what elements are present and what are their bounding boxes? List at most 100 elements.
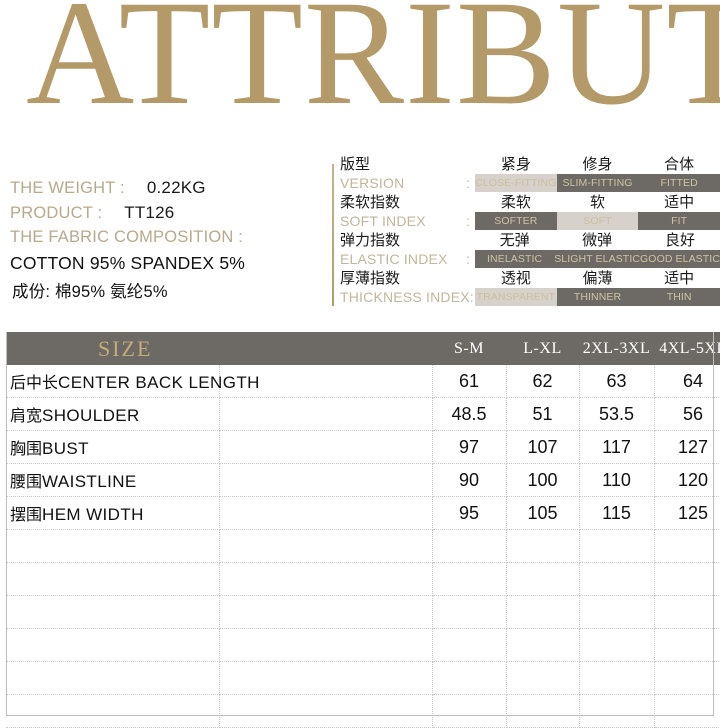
attribute-option-en: THIN [638, 288, 720, 306]
attribute-option-cn: 软 [590, 194, 606, 211]
measurement-label-en: CENTER BACK LENGTH [58, 373, 260, 392]
label-spacer-cell [219, 496, 433, 530]
table-row-empty [6, 562, 720, 596]
empty-cell [219, 694, 433, 728]
attribute-row: 弹力指数 ELASTIC INDEX: 无弹 INELASTIC 微弹 SLIGHT EL… [340, 232, 720, 270]
measurement-label-cn: 胸围 [10, 441, 43, 458]
attribute-name-en: VERSION [340, 175, 405, 191]
attribute-option-cn: 透视 [500, 270, 531, 287]
measurement-value-cell: 115 [579, 496, 655, 530]
attribute-name-group: 厚薄指数 THICKNESS INDEX: [340, 270, 480, 306]
measurement-label-cell: 摆围HEM WIDTH [6, 496, 220, 530]
composition-en: COTTON 95% SPANDEX 5% [10, 253, 246, 273]
attribute-options: 柔软 SOFTER 软 SOFT 适中 FIT [475, 194, 720, 230]
table-row: 腰围WAISTLINE 90 100 110 120 [6, 463, 720, 497]
empty-cell [432, 595, 507, 629]
attribute-option[interactable]: 软 SOFT [556, 194, 639, 230]
composition-label: THE FABRIC COMPOSITION : [10, 228, 244, 246]
empty-cell [506, 694, 580, 728]
empty-cell [579, 694, 655, 728]
attribute-option-en: THINNER [556, 288, 639, 306]
table-row: 摆围HEM WIDTH 95 105 115 125 [6, 496, 720, 530]
attribute-option[interactable]: 微弹 SLIGHT ELASTIC [554, 232, 641, 268]
size-chart-table: SIZE S-M L-XL 2XL-3XL 4XL-5XL 后中长CENTER … [6, 332, 720, 728]
attribute-option-en: TRANSPARENT [475, 288, 557, 306]
empty-cell [579, 529, 655, 563]
empty-cell [219, 661, 433, 695]
product-row: PRODUCT : TT126 [10, 203, 325, 228]
attribute-option-en: SLIGHT ELASTIC [554, 250, 641, 268]
attribute-name-cn: 柔软指数 [340, 194, 401, 211]
measurement-label-en: BUST [42, 439, 89, 458]
attribute-option[interactable]: 适中 THIN [638, 270, 720, 306]
attribute-row: 柔软指数 SOFT INDEX: 柔软 SOFTER 软 SOFT 适中 FIT [340, 194, 720, 232]
page-title: ATTRIBUT [26, 0, 720, 136]
measurement-label-cn: 肩宽 [10, 408, 43, 425]
attribute-option-cn: 修身 [582, 156, 613, 173]
measurement-label-cell: 后中长CENTER BACK LENGTH [6, 365, 259, 398]
attribute-option[interactable]: 无弹 INELASTIC [475, 232, 555, 268]
measurement-value-cell: 127 [654, 430, 720, 464]
composition-row: THE FABRIC COMPOSITION : [10, 228, 325, 253]
empty-cell [654, 661, 720, 695]
measurement-value-cell: 125 [654, 496, 720, 530]
measurement-label-en: HEM WIDTH [42, 505, 144, 524]
attribute-option[interactable]: 偏薄 THINNER [556, 270, 639, 306]
attribute-option[interactable]: 修身 SLIM-FITTING [556, 156, 639, 192]
attribute-options: 透视 TRANSPARENT 偏薄 THINNER 适中 THIN [475, 270, 720, 306]
measurement-value-cell: 110 [579, 463, 655, 497]
attribute-option-en: SOFTER [475, 212, 557, 230]
attribute-option[interactable]: 透视 TRANSPARENT [475, 270, 557, 306]
label-spacer-cell [219, 365, 433, 398]
empty-cell [432, 661, 507, 695]
attribute-name-en: ELASTIC INDEX [340, 251, 448, 267]
table-row-empty [6, 595, 720, 629]
measurement-value-cell: 56 [654, 397, 720, 431]
empty-cell [579, 595, 655, 629]
attribute-option-cn: 无弹 [499, 232, 530, 249]
measurement-label-cell: 肩宽SHOULDER [6, 397, 220, 431]
empty-cell [654, 562, 720, 596]
attribute-option[interactable]: 适中 FIT [638, 194, 720, 230]
empty-cell [6, 661, 220, 695]
attribute-options: 紧身 CLOSE-FITTING 修身 SLIM-FITTING 合体 FITTED [475, 156, 720, 192]
attribute-option[interactable]: 柔软 SOFTER [475, 194, 557, 230]
attribute-option[interactable]: 合体 FITTED [638, 156, 720, 192]
measurement-value-cell: 63 [579, 365, 655, 398]
attribute-option[interactable]: 良好 GOOD ELASTIC [640, 232, 720, 268]
attribute-options: 无弹 INELASTIC 微弹 SLIGHT ELASTIC 良好 GOOD ELASTI… [475, 232, 720, 268]
weight-row: THE WEIGHT : 0.22KG [10, 178, 325, 203]
measurement-value-cell: 62 [506, 365, 580, 398]
empty-cell [6, 562, 220, 596]
attribute-option-cn: 紧身 [500, 156, 531, 173]
composition-cn: 成份: 棉95% 氨纶5% [12, 283, 168, 301]
weight-value: 0.22KG [146, 178, 206, 197]
label-spacer-cell [219, 397, 433, 431]
size-column-header-0: S-M [432, 332, 506, 365]
measurement-value-cell: 48.5 [432, 397, 507, 431]
table-row-empty [6, 529, 720, 563]
attribute-option-en: FIT [638, 212, 720, 230]
measurement-label-cn: 后中长 [10, 375, 59, 392]
size-column-header-1: L-XL [506, 332, 579, 365]
size-table-body: 后中长CENTER BACK LENGTH 61 62 63 64 肩宽SHOULDER 4… [6, 365, 720, 728]
attribute-option-en: SOFT [556, 212, 639, 230]
attribute-option-cn: 合体 [664, 156, 695, 173]
measurement-value-cell: 97 [432, 430, 507, 464]
empty-cell [654, 529, 720, 563]
attribute-row: 厚薄指数 THICKNESS INDEX: 透视 TRANSPARENT 偏薄 THINN… [340, 270, 720, 308]
measurement-value-cell: 90 [432, 463, 507, 497]
empty-cell [506, 595, 580, 629]
attribute-option-en: CLOSE-FITTING [475, 174, 557, 192]
empty-cell [579, 562, 655, 596]
attribute-option[interactable]: 紧身 CLOSE-FITTING [475, 156, 557, 192]
measurement-value-cell: 95 [432, 496, 507, 530]
table-row: 胸围BUST 97 107 117 127 [6, 430, 720, 464]
attribute-name-en: THICKNESS INDEX: [340, 289, 474, 305]
table-row-empty [6, 694, 720, 728]
attribute-name-group: 版型 VERSION [340, 156, 480, 192]
product-info-panel: THE WEIGHT : 0.22KG PRODUCT : TT126 THE … [10, 178, 325, 303]
table-row-empty [6, 661, 720, 695]
attribute-option-cn: 良好 [665, 232, 696, 249]
empty-cell [506, 529, 580, 563]
